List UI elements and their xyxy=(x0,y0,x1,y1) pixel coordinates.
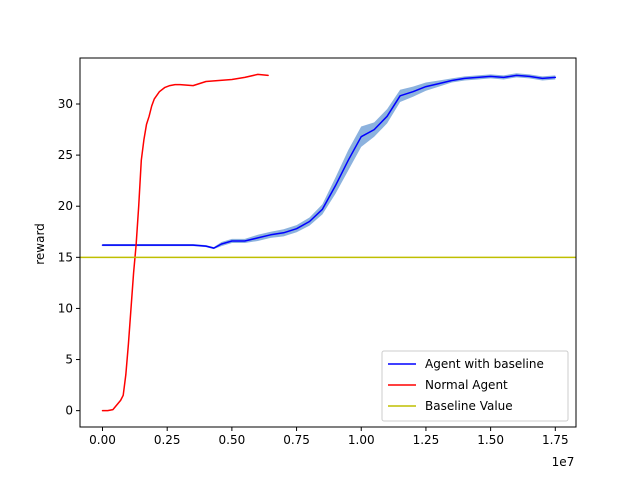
x-tick-label: 0.50 xyxy=(219,433,246,447)
y-tick-label: 20 xyxy=(58,199,73,213)
legend-label-baseline-value: Baseline Value xyxy=(425,399,513,413)
y-axis-label: reward xyxy=(33,223,47,265)
x-axis-ticks: 0.00 0.25 0.50 0.75 1.00 1.25 1.50 1.75 xyxy=(89,427,569,447)
x-tick-label: 1.50 xyxy=(477,433,504,447)
y-tick-label: 30 xyxy=(58,97,73,111)
y-tick-label: 15 xyxy=(58,250,73,264)
legend-label-normal-agent: Normal Agent xyxy=(425,378,508,392)
y-axis-ticks: 0 5 10 15 20 25 30 xyxy=(58,97,80,418)
legend-frame xyxy=(381,350,569,422)
x-tick-label: 1.00 xyxy=(348,433,375,447)
series-line-normal-agent xyxy=(101,73,269,412)
plot-content xyxy=(80,73,576,412)
plot-frame xyxy=(79,57,577,428)
series-band-agent-with-baseline xyxy=(102,73,556,250)
x-tick-label: 0.25 xyxy=(154,433,181,447)
legend: Agent with baseline Normal Agent Baseline … xyxy=(381,350,569,422)
x-axis-scale-label: 1e7 xyxy=(552,455,575,469)
x-tick-label: 0.00 xyxy=(89,433,116,447)
legend-label-agent-with-baseline: Agent with baseline xyxy=(425,357,544,371)
y-tick-label: 0 xyxy=(65,404,73,418)
y-tick-label: 5 xyxy=(65,353,73,367)
x-tick-label: 0.75 xyxy=(283,433,310,447)
y-tick-label: 25 xyxy=(58,148,73,162)
y-tick-label: 10 xyxy=(58,301,73,315)
series-line-agent-with-baseline xyxy=(101,74,557,249)
x-tick-label: 1.25 xyxy=(413,433,440,447)
x-tick-label: 1.75 xyxy=(542,433,569,447)
